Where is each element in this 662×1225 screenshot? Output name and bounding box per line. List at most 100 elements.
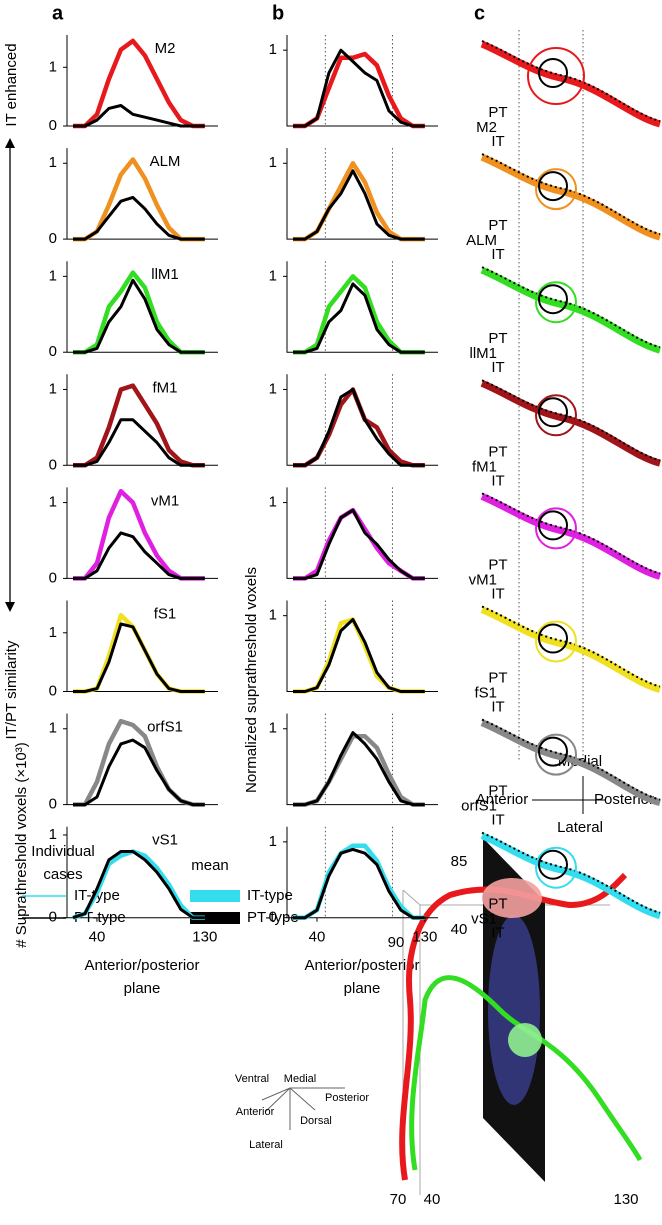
- region-label: llM1: [151, 266, 179, 283]
- trajectory-dots: [481, 492, 661, 575]
- x-tick-label: 130: [412, 929, 437, 946]
- x-axis-label: Anterior/posterior: [84, 957, 199, 974]
- mini-axis-label: Ventral: [235, 1073, 269, 1085]
- region-label: fS1: [474, 684, 497, 701]
- centroid-circle: [538, 284, 568, 315]
- axis: [286, 374, 438, 466]
- trajectory-dots: [481, 266, 661, 349]
- x-tick-label: 40: [309, 929, 326, 946]
- it-label: IT: [491, 925, 504, 942]
- inset-tick: 130: [613, 1191, 638, 1208]
- series-line: [73, 104, 205, 128]
- y-tick-label: 0: [49, 569, 57, 586]
- centroid-circle: [538, 58, 568, 88]
- inset-tick: 90: [388, 934, 405, 951]
- trajectory: [480, 832, 662, 920]
- y-tick-label: 0: [49, 230, 57, 247]
- axis: [286, 713, 438, 806]
- region-label: M2: [155, 40, 176, 57]
- y-tick-label: 1: [49, 380, 57, 397]
- orientation-cross: [532, 776, 606, 814]
- y-tick-label: 0: [269, 909, 277, 926]
- series-line: [293, 843, 425, 920]
- y-tick-label: 1: [269, 833, 277, 850]
- y-tick-label: 1: [269, 267, 277, 284]
- centroid-circle: [535, 733, 577, 776]
- y-tick-label: 1: [49, 826, 57, 843]
- region-label: fM1: [472, 458, 497, 475]
- y-axis-label: # Suprathreshold voxels (×10³): [13, 742, 30, 948]
- it-label: IT: [491, 133, 504, 150]
- inset-tick: 70: [390, 1191, 407, 1208]
- trajectory-dots: [481, 831, 661, 914]
- y-tick-label: 0: [49, 456, 57, 473]
- trajectory: [480, 153, 662, 241]
- it-label: IT: [491, 359, 504, 376]
- series-line: [73, 195, 205, 241]
- inset-tick: 85: [451, 853, 468, 870]
- mini-axis-label: Posterior: [325, 1092, 369, 1104]
- axis: [66, 35, 218, 127]
- series-line: [73, 270, 205, 355]
- panel-letter: a: [52, 2, 64, 24]
- inset-trace: [399, 872, 628, 1181]
- mini-axis-label: Medial: [284, 1073, 316, 1085]
- trajectory-dots: [481, 379, 661, 462]
- axis: [286, 261, 438, 353]
- legend-title: mean: [191, 857, 229, 874]
- axis: [286, 600, 438, 692]
- side-label: IT/PT similarity: [3, 640, 20, 739]
- inset-tick: 40: [451, 921, 468, 938]
- series-line: [293, 282, 425, 354]
- series-line: [293, 734, 425, 807]
- series-line: [72, 850, 205, 920]
- axis: [286, 487, 438, 579]
- pt-label: PT: [488, 783, 507, 800]
- y-tick-label: 1: [269, 380, 277, 397]
- series-line: [73, 488, 205, 581]
- series-line: [73, 38, 205, 129]
- inset-tick: 40: [424, 1191, 441, 1208]
- inset-volume: [488, 915, 540, 1105]
- series-line: [293, 161, 425, 242]
- series-line: [73, 157, 205, 242]
- series-line: [293, 48, 425, 128]
- centroid-circle: [538, 623, 568, 654]
- region-label: ALM: [150, 153, 181, 170]
- y-tick-label: 1: [269, 607, 277, 624]
- axis: [286, 148, 438, 240]
- series-line: [293, 51, 425, 129]
- y-tick-label: 1: [269, 720, 277, 737]
- y-axis-label: Normalized suprathreshold voxels: [243, 567, 260, 793]
- series-line: [293, 388, 425, 467]
- series-line: [73, 738, 205, 807]
- trajectory-dots: [481, 718, 661, 801]
- trajectory: [480, 606, 662, 693]
- pt-label: PT: [488, 896, 507, 913]
- orientation-label: Anterior: [476, 791, 529, 808]
- series-line: [72, 849, 205, 920]
- x-axis-label: plane: [124, 980, 161, 997]
- inset-3d: [261, 838, 643, 1195]
- it-label: IT: [491, 246, 504, 263]
- y-tick-label: 1: [49, 494, 57, 511]
- pt-label: PT: [488, 330, 507, 347]
- side-label: IT enhanced: [3, 43, 20, 126]
- axis: [286, 826, 438, 919]
- x-axis-label: Anterior/posterior: [304, 957, 419, 974]
- trajectory: [480, 719, 662, 806]
- legend-title: cases: [43, 866, 82, 883]
- trajectory: [480, 40, 662, 128]
- pt-label: PT: [488, 217, 507, 234]
- inset-sphere: [508, 1023, 542, 1057]
- series-line: [73, 622, 205, 693]
- centroid-circle: [535, 846, 577, 889]
- legend-label: IT-type: [247, 887, 293, 904]
- region-label: vM1: [469, 571, 497, 588]
- mini-axis-label: Lateral: [249, 1139, 283, 1151]
- series-line: [73, 531, 205, 580]
- mini-axis-label: Dorsal: [300, 1115, 332, 1127]
- series-line: [73, 383, 205, 468]
- it-label: IT: [491, 698, 504, 715]
